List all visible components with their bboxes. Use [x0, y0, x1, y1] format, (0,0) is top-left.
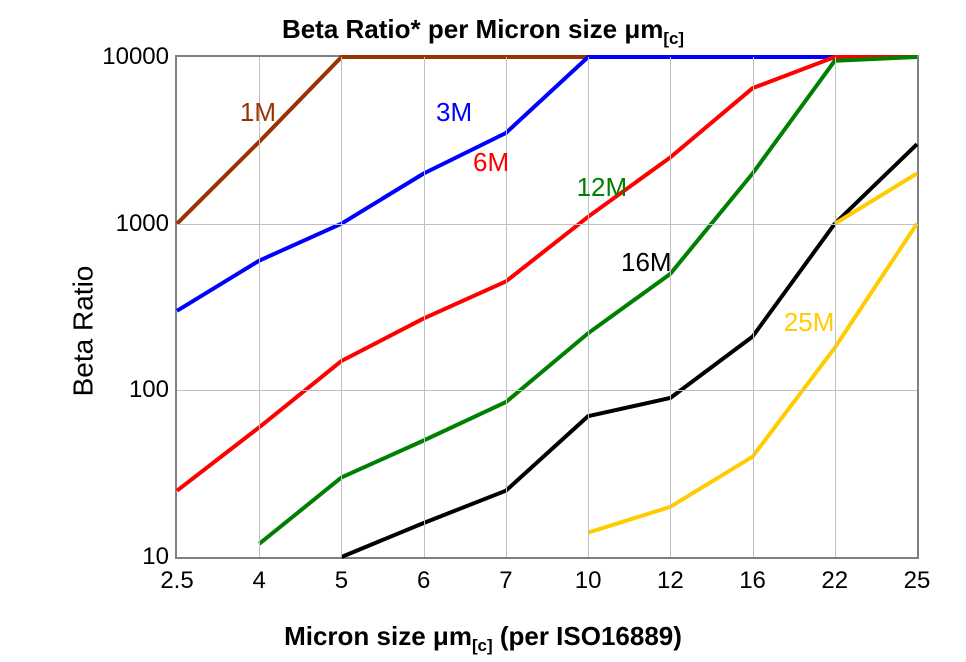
series-label-16M: 16M	[621, 247, 672, 278]
gridline-v	[341, 57, 342, 557]
gridline-h	[177, 224, 917, 225]
x-tick-label: 5	[335, 557, 348, 595]
x-tick-label: 10	[575, 557, 602, 595]
gridline-v	[835, 57, 836, 557]
x-tick-label: 4	[253, 557, 266, 595]
gridline-v	[753, 57, 754, 557]
x-tick-label: 12	[657, 557, 684, 595]
y-tick-label: 100	[89, 376, 177, 404]
beta-ratio-chart: Beta Ratio* per Micron size μm[c] Beta R…	[0, 0, 966, 662]
gridline-v	[424, 57, 425, 557]
plot-area: 2.545671012162225101001000100001M3M6M12M…	[175, 55, 919, 559]
gridline-v	[259, 57, 260, 557]
series-line-6M	[177, 57, 917, 491]
series-line-1M	[177, 57, 917, 224]
gridline-h	[177, 390, 917, 391]
x-tick-label: 16	[739, 557, 766, 595]
series-line-3M	[177, 57, 917, 311]
series-label-3M: 3M	[436, 97, 472, 128]
series-label-6M: 6M	[473, 147, 509, 178]
gridline-v	[506, 57, 507, 557]
series-label-1M: 1M	[240, 97, 276, 128]
y-tick-label: 1000	[89, 210, 177, 238]
series-line-25M-tail	[835, 173, 917, 223]
x-tick-label: 22	[821, 557, 848, 595]
series-label-12M: 12M	[577, 172, 628, 203]
gridline-v	[670, 57, 671, 557]
x-axis-label: Micron size μm[c] (per ISO16889)	[0, 621, 966, 656]
y-tick-label: 10	[89, 543, 177, 571]
y-tick-label: 10000	[89, 43, 177, 71]
gridline-v	[588, 57, 589, 557]
x-tick-label: 25	[904, 557, 931, 595]
series-label-25M: 25M	[784, 307, 835, 338]
x-tick-label: 6	[417, 557, 430, 595]
x-tick-label: 7	[499, 557, 512, 595]
